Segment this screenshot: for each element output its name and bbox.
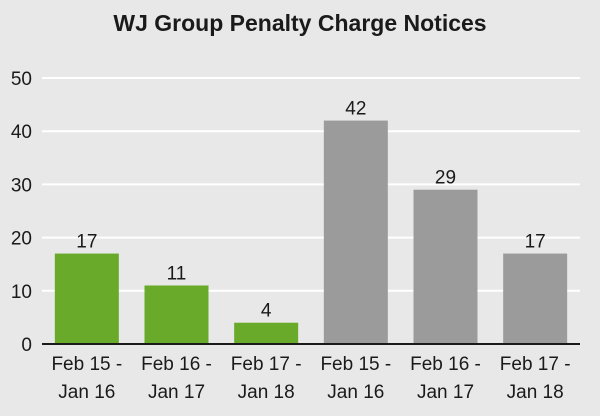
x-tick-label: Jan 16 — [58, 382, 115, 403]
bar — [234, 322, 299, 344]
data-label: 11 — [167, 263, 187, 284]
bar — [323, 120, 388, 344]
y-tick-label: 10 — [11, 282, 32, 303]
x-tick-label: Jan 17 — [417, 382, 474, 403]
data-label: 17 — [76, 232, 97, 253]
x-tick-label: Feb 16 - — [141, 354, 212, 375]
data-label: 17 — [525, 232, 546, 253]
x-tick-label: Jan 18 — [238, 382, 295, 403]
data-label: 4 — [261, 301, 272, 322]
y-tick-label: 20 — [11, 229, 32, 250]
x-tick-label: Feb 17 - — [500, 354, 571, 375]
x-tick-label: Jan 16 — [327, 382, 384, 403]
y-tick-label: 50 — [11, 69, 32, 90]
bar — [54, 253, 119, 344]
chart-title: WJ Group Penalty Charge Notices — [113, 10, 487, 36]
x-tick-label: Feb 16 - — [410, 354, 481, 375]
bar — [413, 189, 478, 344]
y-tick-label: 40 — [11, 122, 32, 143]
x-tick-label: Feb 17 - — [231, 354, 302, 375]
y-tick-label: 0 — [21, 335, 32, 356]
x-tick-label: Feb 15 - — [51, 354, 122, 375]
data-label: 29 — [435, 168, 456, 189]
bar — [144, 285, 209, 344]
bar — [503, 253, 568, 344]
x-tick-label: Feb 15 - — [320, 354, 391, 375]
x-tick-label: Jan 18 — [507, 382, 564, 403]
y-tick-label: 30 — [11, 175, 32, 196]
data-label: 42 — [345, 99, 366, 120]
x-tick-label: Jan 17 — [148, 382, 205, 403]
